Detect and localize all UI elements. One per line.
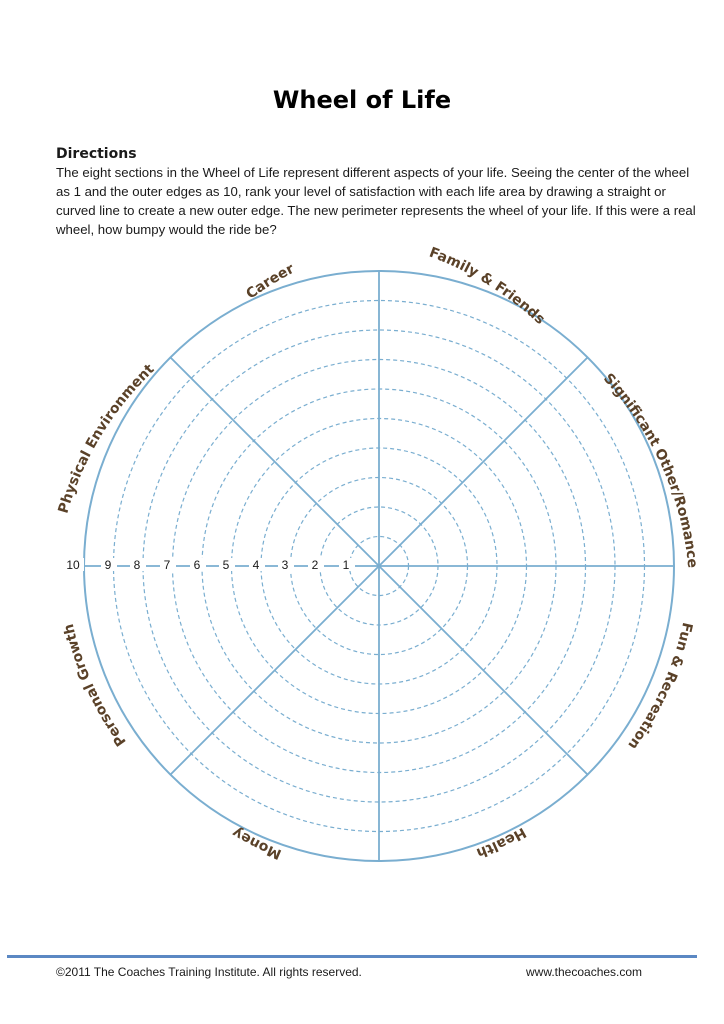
scale-label-2: 2 xyxy=(312,558,319,572)
scale-label-bg xyxy=(101,558,117,571)
scale-labels: 1 2 3 4 5 6 7 8 9 10 xyxy=(62,558,355,572)
scale-label-6: 6 xyxy=(194,558,201,572)
segment-label-significant-other: Significant Other/Romance xyxy=(600,371,700,569)
spokes xyxy=(84,271,674,861)
segment-label-physical-environment: Physical Environment xyxy=(55,361,157,515)
scale-label-9: 9 xyxy=(105,558,112,572)
segment-label-personal-growth: Personal Growth xyxy=(61,622,130,749)
wheel-of-life-diagram: 1 2 3 4 5 6 7 8 9 10 Career Family & Fri… xyxy=(55,245,700,862)
scale-label-10: 10 xyxy=(66,558,80,572)
segment-label-family-friends: Family & Friends xyxy=(427,245,548,328)
scale-label-3: 3 xyxy=(282,558,289,572)
scale-label-bg xyxy=(278,558,294,571)
segment-label-fun-recreation: Fun & Recreation xyxy=(624,621,695,752)
scale-label-5: 5 xyxy=(223,558,230,572)
scale-label-bg xyxy=(249,558,265,571)
page-title: Wheel of Life xyxy=(272,86,452,114)
footer-website: www.thecoaches.com xyxy=(526,965,643,979)
directions-heading: Directions xyxy=(56,146,137,162)
scale-label-8: 8 xyxy=(134,558,141,572)
segment-label-career: Career xyxy=(243,261,297,303)
spoke-diagonal-b xyxy=(169,356,589,776)
footer-divider xyxy=(7,955,697,958)
scale-label-bg xyxy=(62,558,84,571)
directions-body: The eight sections in the Wheel of Life … xyxy=(56,165,696,237)
scale-label-bg xyxy=(308,558,324,571)
footer-copyright: ©2011 The Coaches Training Institute. Al… xyxy=(56,965,362,979)
segment-labels: Career Family & Friends Significant Othe… xyxy=(55,245,700,862)
scale-label-4: 4 xyxy=(253,558,260,572)
scale-label-bg xyxy=(130,558,146,571)
scale-label-bg xyxy=(190,558,206,571)
scale-label-7: 7 xyxy=(164,558,171,572)
scale-label-bg xyxy=(160,558,176,571)
scale-label-1: 1 xyxy=(343,558,350,572)
scale-label-bg xyxy=(339,558,355,571)
scale-label-bg xyxy=(219,558,235,571)
directions-section: Directions The eight sections in the Whe… xyxy=(56,146,706,239)
